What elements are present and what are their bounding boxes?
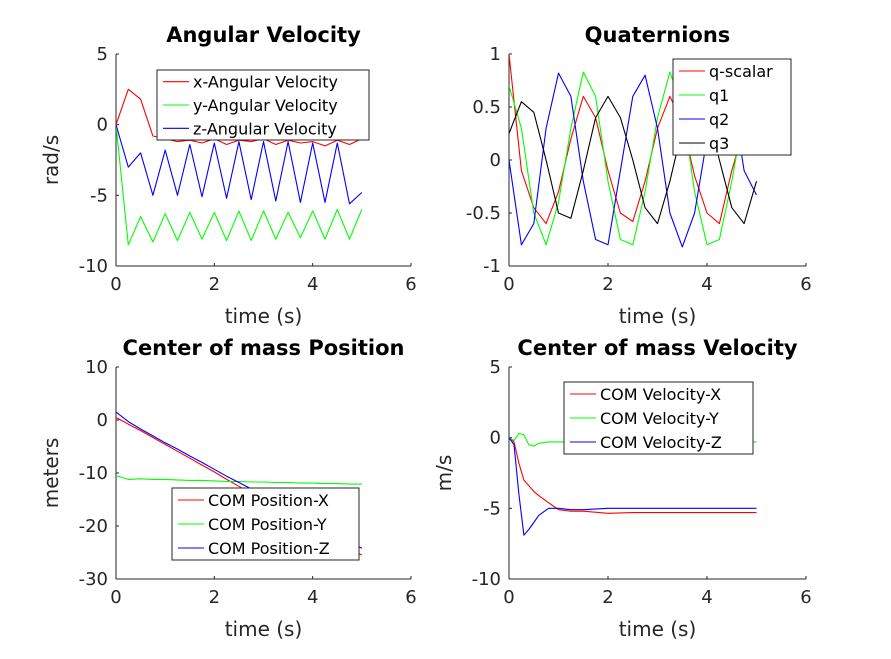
- x-tick-label: 4: [701, 274, 712, 295]
- x-tick-label: 0: [503, 587, 514, 608]
- y-tick-label: -30: [79, 569, 108, 590]
- y-tick-label: -10: [79, 463, 108, 484]
- legend-label: z-Angular Velocity: [193, 119, 337, 138]
- chart-panel-1: 0 2 4 6 5 0 -5 -10 Angular Velocity time (s) rad/s…: [39, 23, 417, 328]
- y-tick-label: -10: [79, 256, 108, 277]
- y-tick-label: 0: [490, 428, 501, 449]
- series-line-3: [509, 437, 757, 536]
- legend: q-scalar q1 q2 q3: [672, 58, 792, 156]
- chart-panel-3: 0 2 4 6 10 0 -10 -20 -30 Center of mass Position t…: [39, 336, 417, 641]
- x-tick-label: 0: [110, 274, 121, 295]
- y-tick-label: -0.5: [466, 203, 501, 224]
- x-tick-label: 4: [307, 587, 318, 608]
- x-tick-label: 2: [209, 274, 220, 295]
- legend-label: x-Angular Velocity: [193, 73, 338, 92]
- x-tick-label: 0: [110, 587, 121, 608]
- legend-label: q1: [709, 86, 729, 105]
- y-tick-label: -5: [483, 498, 501, 519]
- chart-panel-2: 0 2 4 6 1 0.5 0 -0.5 -1 Quaternions time (s) q-scal…: [466, 23, 812, 328]
- y-tick-label: 10: [85, 357, 108, 378]
- series-line-1: [509, 437, 757, 514]
- y-tick-label: 5: [490, 357, 501, 378]
- chart-title: Center of mass Velocity: [517, 336, 797, 360]
- x-tick-label: 4: [701, 587, 712, 608]
- legend-label: COM Velocity-Y: [600, 409, 719, 428]
- x-axis-label: time (s): [225, 304, 303, 328]
- y-tick-label: -1: [483, 256, 501, 277]
- x-tick-label: 6: [405, 274, 416, 295]
- series-line-3: [116, 124, 363, 205]
- x-tick-label: 2: [602, 587, 613, 608]
- chart-panel-4: 0 2 4 6 5 0 -5 -10 Center of mass Velocity time (…: [432, 336, 812, 641]
- y-tick-label: 0: [97, 115, 108, 136]
- y-tick-label: 0.5: [472, 97, 501, 118]
- series-line-2: [509, 71, 758, 246]
- x-tick-label: 6: [800, 274, 811, 295]
- chart-title: Center of mass Position: [123, 336, 405, 360]
- legend-box: [156, 69, 370, 141]
- y-axis-label: meters: [39, 438, 63, 509]
- series-lines: [509, 54, 758, 248]
- series-line-1: [509, 54, 757, 225]
- x-tick-label: 2: [602, 274, 613, 295]
- legend-label: COM Velocity-Z: [600, 433, 722, 452]
- legend-label: COM Velocity-X: [600, 385, 721, 404]
- legend-label: COM Position-Z: [208, 539, 330, 558]
- legend: x-Angular Velocity y-Angular Velocity z-An…: [156, 69, 370, 141]
- y-tick-label: 0: [97, 410, 108, 431]
- y-tick-label: 0: [490, 150, 501, 171]
- legend-label: q3: [709, 134, 729, 153]
- legend-box: [672, 58, 792, 156]
- legend: COM Position-X COM Position-Y COM Position…: [171, 487, 360, 561]
- legend-label: y-Angular Velocity: [193, 96, 338, 115]
- y-tick-label: -20: [79, 516, 108, 537]
- legend-label: COM Position-Y: [208, 515, 327, 534]
- legend: COM Velocity-X COM Velocity-Y COM Velocity…: [563, 381, 754, 455]
- y-tick-label: -5: [90, 185, 108, 206]
- legend-label: q-scalar: [709, 62, 773, 81]
- x-axis-label: time (s): [619, 304, 697, 328]
- y-axis-label: m/s: [432, 455, 456, 492]
- x-tick-label: 0: [503, 274, 514, 295]
- x-axis-label: time (s): [225, 617, 303, 641]
- x-axis-label: time (s): [619, 617, 697, 641]
- chart-title: Quaternions: [585, 23, 731, 47]
- legend-label: q2: [709, 110, 729, 129]
- x-tick-label: 4: [307, 274, 318, 295]
- x-tick-label: 6: [800, 587, 811, 608]
- y-axis-label: rad/s: [39, 135, 63, 185]
- legend-label: COM Position-X: [208, 491, 329, 510]
- series-line-2: [116, 475, 362, 485]
- x-tick-label: 2: [209, 587, 220, 608]
- x-tick-label: 6: [405, 587, 416, 608]
- y-tick-label: 5: [97, 44, 108, 65]
- series-line-2: [116, 124, 363, 246]
- y-tick-label: 1: [490, 44, 501, 65]
- y-tick-label: -10: [472, 569, 501, 590]
- chart-title: Angular Velocity: [166, 23, 361, 47]
